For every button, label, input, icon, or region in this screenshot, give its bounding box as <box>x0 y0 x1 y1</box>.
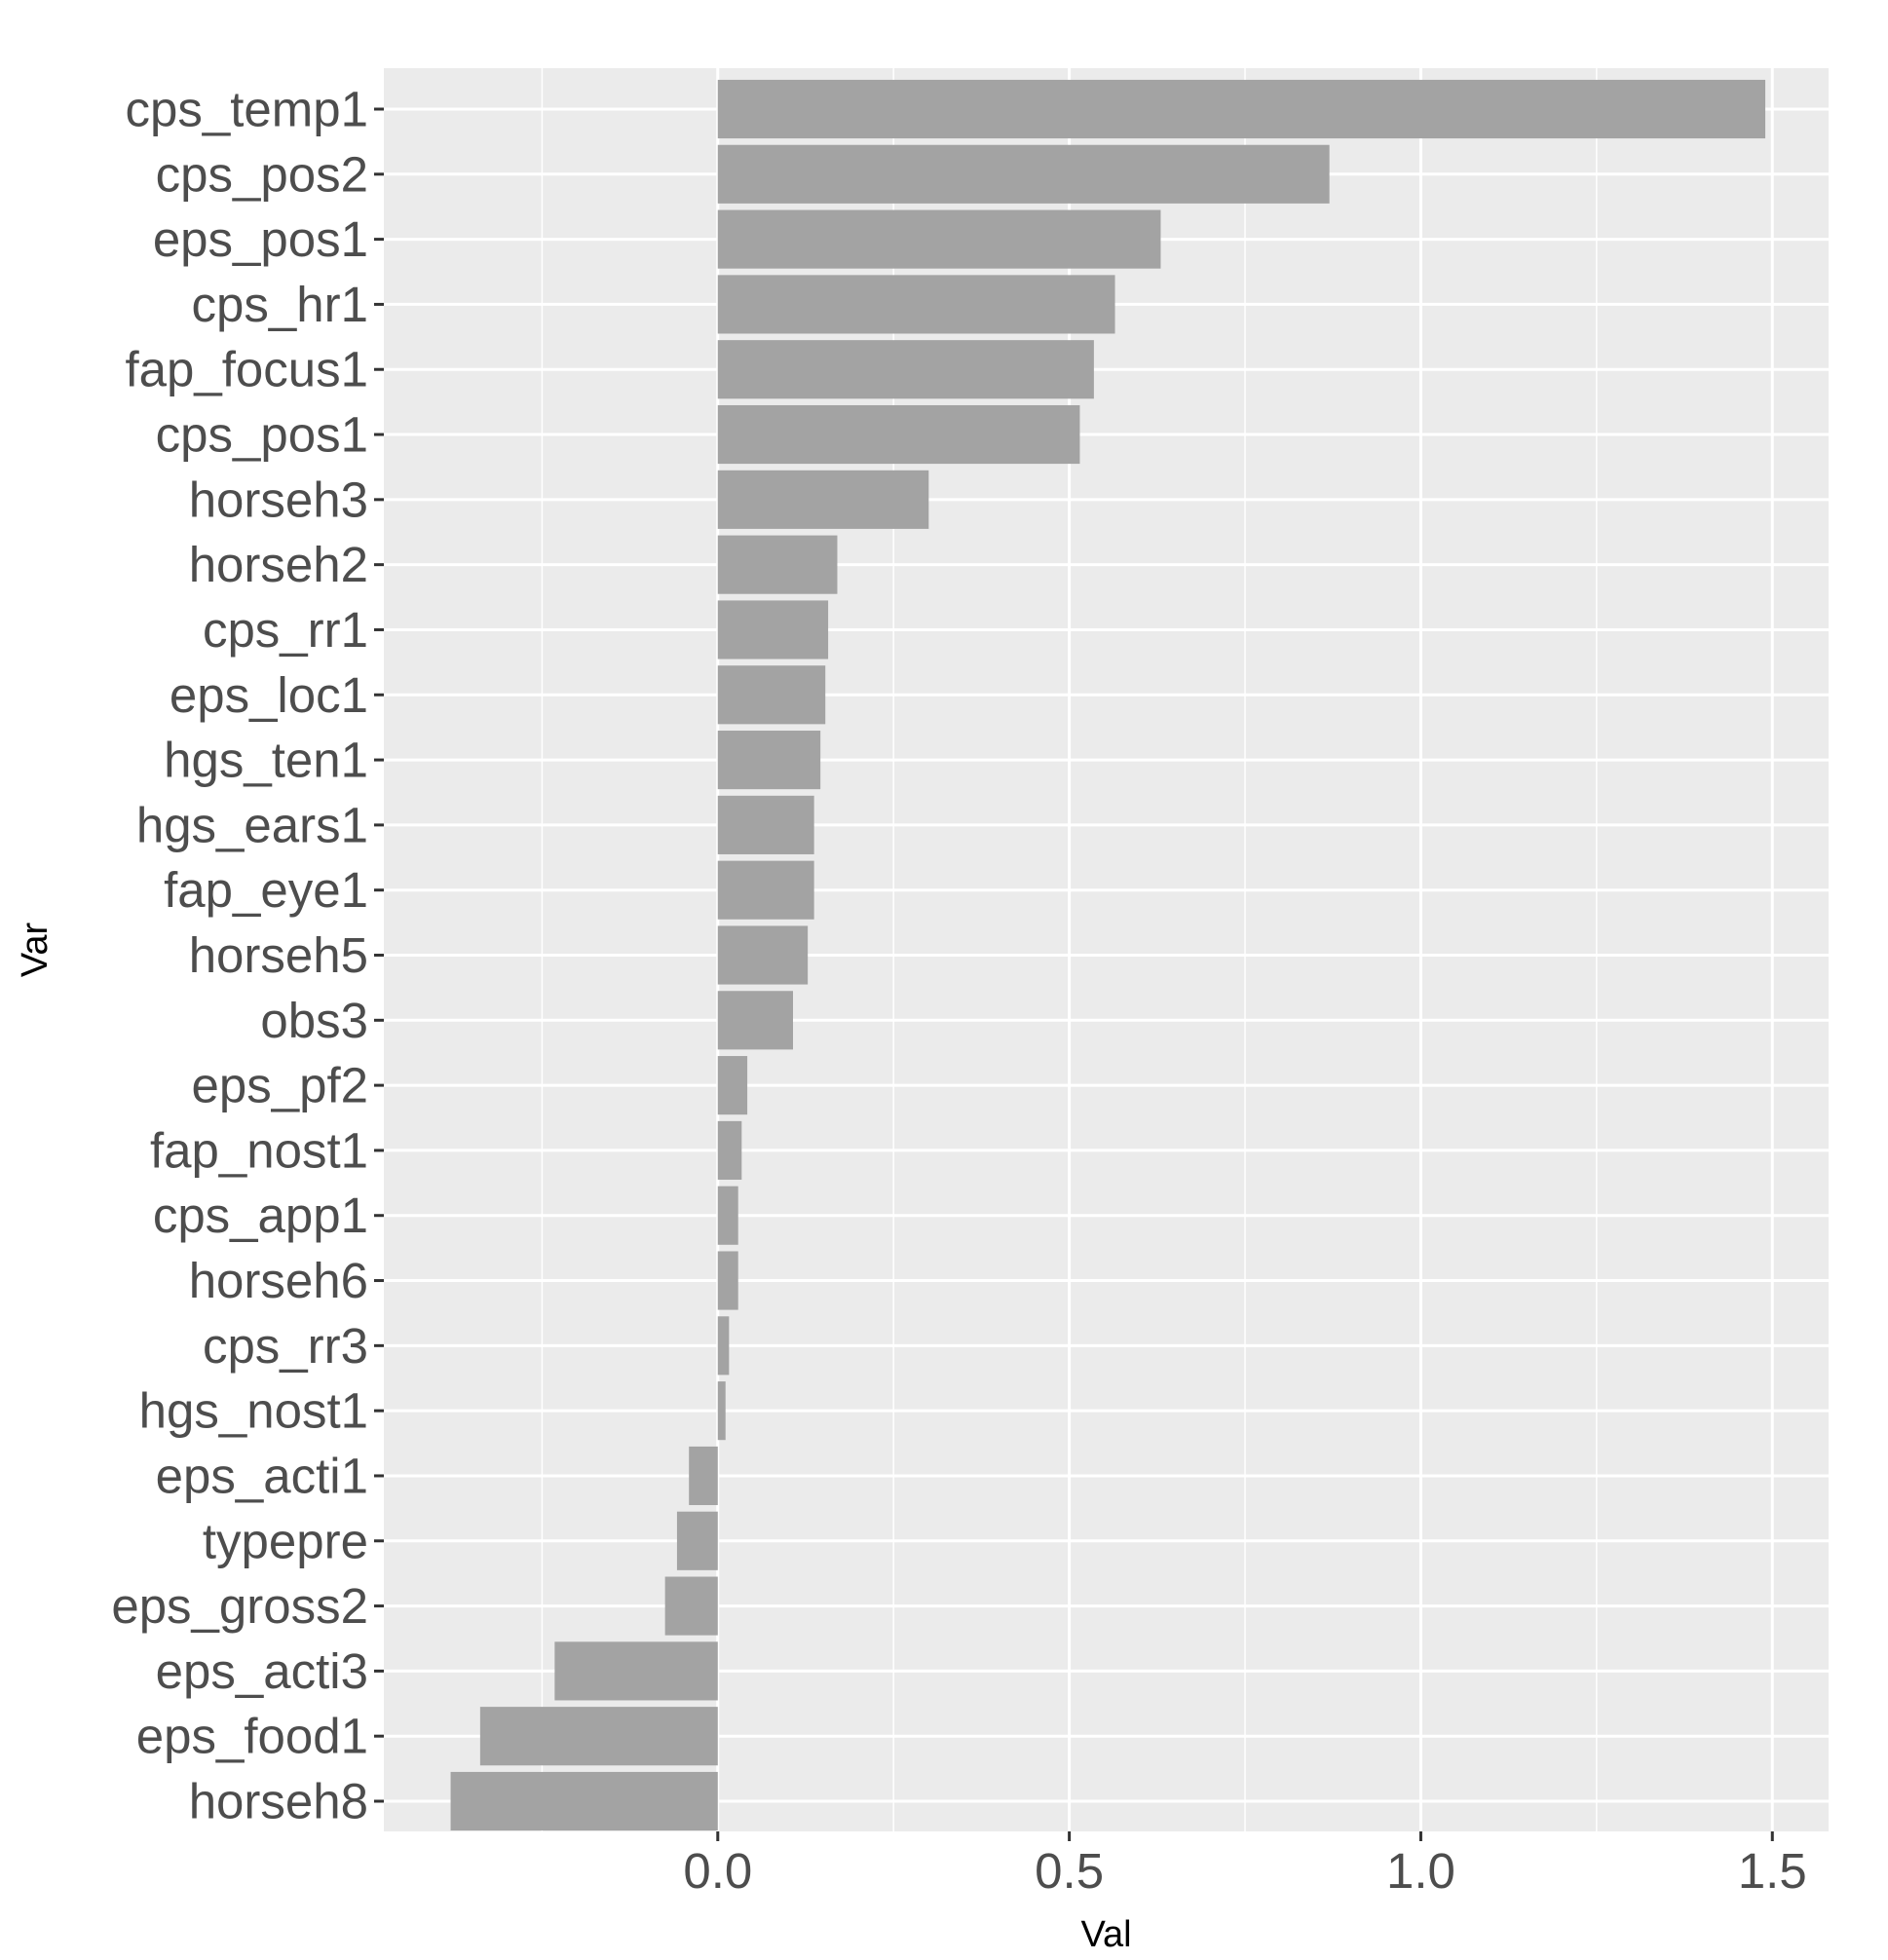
y-tick-label: fap_nost1 <box>150 1122 368 1178</box>
bar-cps-hr1 <box>717 275 1115 334</box>
y-tick-label: hgs_ears1 <box>136 797 368 852</box>
x-gridlines <box>541 68 1774 1831</box>
bar-eps-pf2 <box>717 1056 748 1115</box>
y-tick-label: cps_temp1 <box>126 82 368 137</box>
y-tick-label: hgs_nost1 <box>139 1383 368 1439</box>
bar-cps-temp1 <box>717 79 1766 139</box>
y-tick-label: eps_food1 <box>136 1709 368 1764</box>
y-tick-label: typepre <box>203 1513 368 1568</box>
bar-fap-eye1 <box>717 860 814 920</box>
bar-cps-rr3 <box>717 1316 730 1376</box>
bar-hgs-nost1 <box>717 1381 726 1441</box>
y-tick-label: fap_focus1 <box>125 342 368 397</box>
bar-eps-gross2 <box>664 1576 718 1636</box>
x-tick-label: 0.5 <box>1035 1843 1104 1899</box>
bar-horseh2 <box>717 535 838 594</box>
x-tick-label: 1.5 <box>1738 1843 1807 1899</box>
bar-hgs-ears1 <box>717 795 814 854</box>
bar-horseh8 <box>450 1771 718 1831</box>
bar-cps-pos2 <box>717 144 1330 204</box>
y-axis-ticks: cps_temp1 cps_pos2 eps_pos1 cps_hr1 fap_focu… <box>111 82 384 1829</box>
y-tick-label: horseh6 <box>189 1253 368 1308</box>
y-tick-label: obs3 <box>260 993 368 1048</box>
y-tick-label: cps_pos2 <box>156 146 368 202</box>
y-tick-label: fap_eye1 <box>164 862 368 918</box>
bar-eps-loc1 <box>717 665 826 725</box>
bar-eps-pos1 <box>717 209 1161 269</box>
y-tick-label: horseh2 <box>189 537 368 592</box>
y-tick-label: hgs_ten1 <box>164 733 368 788</box>
y-tick-label: horseh3 <box>189 471 368 527</box>
bar-eps-acti3 <box>554 1641 718 1701</box>
plot-panel <box>384 68 1829 1831</box>
y-tick-label: eps_gross2 <box>111 1578 368 1634</box>
y-tick-label: eps_loc1 <box>170 667 368 723</box>
y-tick-label: cps_rr1 <box>203 602 368 658</box>
bar-fap-nost1 <box>717 1120 742 1180</box>
y-tick-label: cps_rr3 <box>203 1318 368 1374</box>
bar-hgs-ten1 <box>717 731 821 790</box>
x-tick-label: 1.0 <box>1386 1843 1455 1899</box>
y-tick-label: eps_pos1 <box>153 211 368 267</box>
bars <box>450 79 1766 1831</box>
x-axis-title: Val <box>1080 1914 1131 1955</box>
y-tick-label: eps_pf2 <box>192 1058 369 1113</box>
bar-obs3 <box>717 991 794 1050</box>
bar-horseh3 <box>717 470 929 529</box>
y-axis-title: Var <box>15 923 56 978</box>
bar-cps-pos1 <box>717 404 1080 465</box>
bar-typepre <box>676 1511 718 1570</box>
bar-eps-food1 <box>479 1707 718 1766</box>
bar-horseh5 <box>717 925 809 985</box>
y-tick-label: eps_acti3 <box>156 1643 368 1699</box>
bar-cps-rr1 <box>717 600 829 660</box>
x-axis-ticks: 0.0 0.5 1.0 1.5 <box>683 1831 1807 1899</box>
bar-fap-focus1 <box>717 340 1094 399</box>
x-tick-label: 0.0 <box>683 1843 752 1899</box>
y-tick-label: horseh8 <box>189 1774 368 1829</box>
bar-cps-app1 <box>717 1186 738 1245</box>
bar-horseh6 <box>717 1251 738 1310</box>
y-tick-label: cps_pos1 <box>156 407 368 463</box>
bar-eps-acti1 <box>689 1446 718 1506</box>
y-tick-label: cps_app1 <box>153 1187 368 1243</box>
y-tick-label: horseh5 <box>189 927 368 983</box>
y-tick-label: cps_hr1 <box>192 277 368 332</box>
y-tick-label: eps_acti1 <box>156 1448 368 1503</box>
